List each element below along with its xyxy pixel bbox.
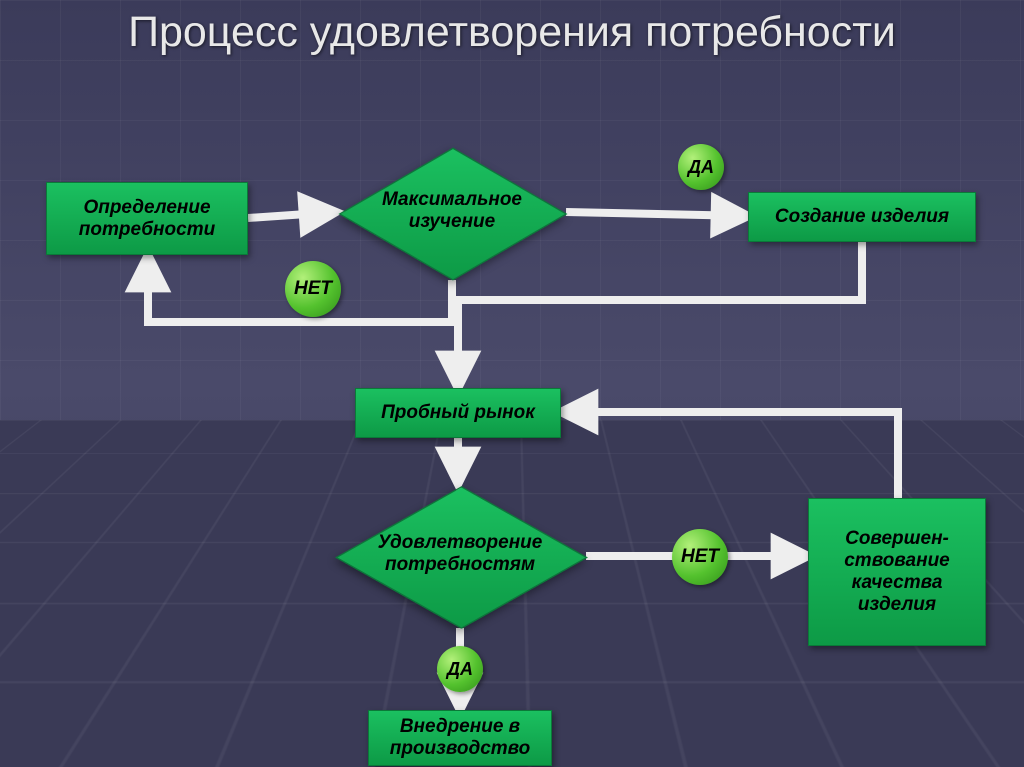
node-deploy-label: Внедрение в производство bbox=[375, 716, 545, 760]
badge-yes-2: ДА bbox=[437, 646, 483, 692]
node-create-label: Создание изделия bbox=[775, 206, 949, 228]
node-create: Создание изделия bbox=[748, 192, 976, 242]
node-satisfy: Удовлетворение потребностям bbox=[336, 486, 584, 626]
node-trial-label: Пробный рынок bbox=[381, 402, 535, 424]
edge-study-create bbox=[566, 212, 748, 216]
edge-improve-trial bbox=[561, 412, 898, 498]
node-improve-label: Совершен- ствование качества изделия bbox=[815, 528, 979, 615]
node-study-label: Максимальное изучение bbox=[340, 189, 564, 233]
edge-need-study bbox=[248, 212, 336, 218]
badge-no-2: НЕТ bbox=[672, 529, 728, 585]
node-improve: Совершен- ствование качества изделия bbox=[808, 498, 986, 646]
slide-stage: Процесс удовлетворения потребности Опред… bbox=[0, 0, 1024, 767]
node-trial: Пробный рынок bbox=[355, 388, 561, 438]
connectors-layer bbox=[0, 0, 1024, 767]
node-deploy: Внедрение в производство bbox=[368, 710, 552, 766]
node-study: Максимальное изучение bbox=[340, 148, 564, 278]
badge-yes-1: ДА bbox=[678, 144, 724, 190]
node-need-label: Определение потребности bbox=[53, 197, 241, 241]
node-satisfy-label: Удовлетворение потребностям bbox=[336, 532, 584, 576]
node-need: Определение потребности bbox=[46, 182, 248, 255]
badge-no-1: НЕТ bbox=[285, 261, 341, 317]
